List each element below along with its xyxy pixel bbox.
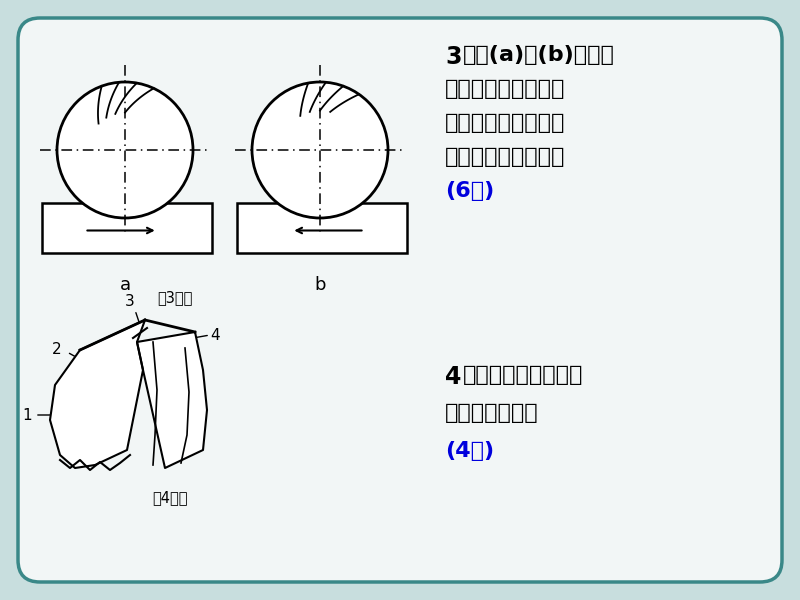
Text: 第4题图: 第4题图: [152, 490, 188, 505]
Text: 第3题图: 第3题图: [158, 290, 193, 305]
Text: 种銃削方式的特点。: 种銃削方式的特点。: [445, 147, 566, 167]
Text: 、图示麻花钒各部分: 、图示麻花钒各部分: [463, 365, 583, 385]
Text: 指出哪个是逆銃、哪: 指出哪个是逆銃、哪: [445, 79, 566, 99]
Text: 2: 2: [52, 343, 62, 358]
Text: 4: 4: [210, 328, 220, 343]
Text: (4分): (4分): [445, 441, 494, 461]
Text: 个是顺銃？并比较两: 个是顺銃？并比较两: [445, 113, 566, 133]
Circle shape: [57, 82, 193, 218]
Text: 3: 3: [445, 45, 462, 69]
Text: 3: 3: [125, 295, 135, 310]
Text: b: b: [314, 276, 326, 294]
Text: 的名称是什么？: 的名称是什么？: [445, 403, 538, 423]
Text: 4: 4: [445, 365, 462, 389]
Text: 1: 1: [22, 407, 32, 422]
Circle shape: [252, 82, 388, 218]
Text: (6分): (6分): [445, 181, 494, 201]
Polygon shape: [50, 320, 145, 468]
FancyBboxPatch shape: [18, 18, 782, 582]
Bar: [42, 203, 212, 253]
Polygon shape: [137, 332, 207, 468]
Text: a: a: [119, 276, 130, 294]
Bar: [237, 203, 407, 253]
Text: 、在(a)、(b)两图中: 、在(a)、(b)两图中: [463, 45, 615, 65]
